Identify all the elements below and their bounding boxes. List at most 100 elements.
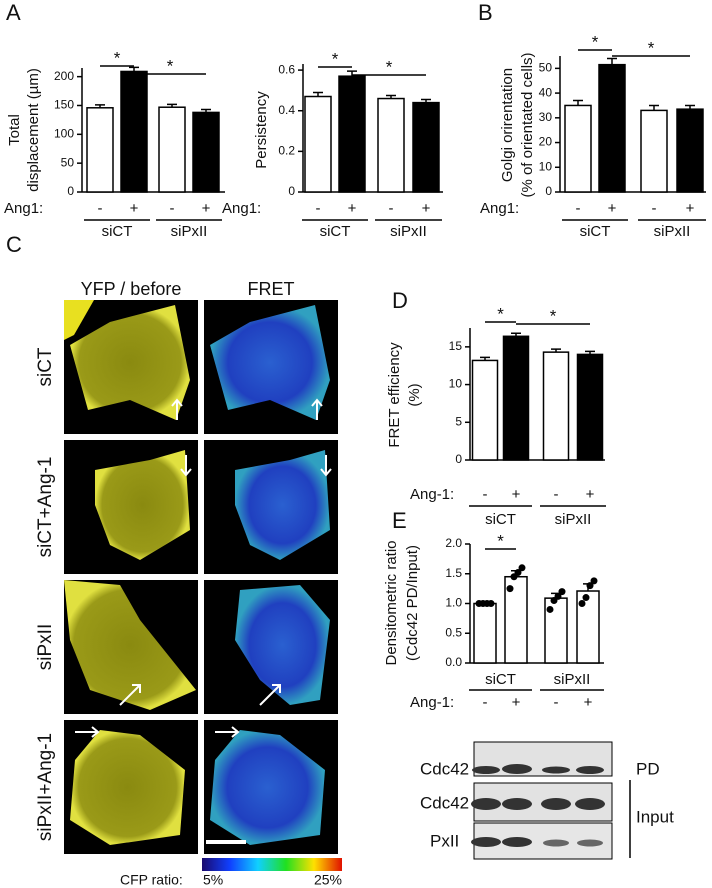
row-label: siCT: [35, 347, 56, 386]
data-point: [554, 592, 562, 600]
data-point: [514, 569, 522, 577]
blot: Cdc42 Cdc42 PxII PD Input: [420, 741, 674, 860]
group-label: siCT: [102, 223, 133, 240]
x-tick-label: +: [686, 200, 695, 217]
y-tick-label: 150: [54, 98, 74, 112]
y-tick-label: 0: [67, 184, 74, 198]
blot-row-label: PxII: [430, 831, 459, 850]
y-tick-label: 100: [54, 126, 74, 140]
image-grid: [64, 300, 338, 854]
significance-label: *: [167, 56, 174, 75]
group-label: siPxII: [654, 223, 691, 240]
blot-row-label: Cdc42: [420, 759, 469, 778]
error-bar: [480, 356, 490, 361]
data-point: [487, 600, 495, 607]
colorbar-min: 5%: [203, 872, 223, 888]
bar: [676, 108, 704, 193]
x-tick-label: +: [202, 200, 211, 217]
panel-label: D: [392, 288, 408, 313]
y-axis-label: (%): [406, 383, 423, 406]
column-header: FRET: [248, 279, 295, 299]
error-bar: [573, 99, 583, 106]
significance-label: *: [550, 306, 557, 325]
bar: [304, 95, 332, 193]
error-bar: [685, 104, 695, 110]
significance-label: *: [497, 531, 504, 550]
group-label: siCT: [485, 671, 516, 688]
bar: [564, 104, 592, 193]
error-bar: [95, 104, 105, 108]
y-tick-label: 0.2: [278, 144, 295, 158]
column-header: YFP / before: [81, 279, 182, 299]
data-point: [558, 588, 566, 596]
data-point: [582, 594, 590, 602]
bar: [576, 353, 604, 461]
error-bar: [607, 57, 617, 65]
bar: [640, 109, 668, 193]
significance-label: *: [114, 48, 121, 67]
bar: [86, 107, 114, 193]
colorbar-label: CFP ratio:: [120, 872, 183, 888]
y-tick-label: 1.0: [445, 596, 462, 610]
x-tick-label: +: [422, 200, 431, 217]
row-label: siCT+Ang-1: [35, 457, 56, 558]
y-tick-label: 1.5: [445, 566, 462, 580]
bar: [192, 111, 220, 193]
x-tick-label: +: [348, 200, 357, 217]
bar: [471, 359, 499, 461]
y-tick-label: 40: [539, 85, 553, 99]
data-point: [518, 564, 526, 572]
y-tick-label: 15: [449, 339, 463, 353]
y-tick-label: 0.4: [278, 103, 295, 117]
error-bar: [421, 98, 431, 103]
x-tick-label: +: [512, 486, 521, 503]
y-tick-label: 10: [449, 377, 463, 391]
y-axis-label: Densitometric ratio: [383, 540, 400, 665]
error-bar: [511, 332, 521, 337]
y-tick-label: 5: [455, 414, 462, 428]
bar: [473, 602, 497, 664]
y-tick-label: 50: [61, 155, 75, 169]
row-label: siPxII+Ang-1: [35, 733, 56, 841]
x-tick-label: -: [98, 200, 103, 217]
colorbar-max: 25%: [314, 872, 342, 888]
significance-label: *: [386, 57, 393, 76]
blot-group-label: Input: [636, 807, 674, 826]
blot-group-label: PD: [636, 759, 660, 778]
panel-label: A: [6, 0, 21, 25]
bar: [338, 75, 366, 193]
bar: [120, 70, 148, 193]
significance-label: *: [497, 304, 504, 323]
x-tick-label: -: [554, 694, 559, 711]
bar: [502, 335, 530, 461]
significance-label: *: [592, 32, 599, 51]
y-tick-label: 0: [455, 452, 462, 466]
significance-label: *: [648, 38, 655, 57]
y-tick-label: 50: [539, 61, 553, 75]
panel-label: C: [6, 232, 22, 257]
colorbar: [202, 858, 342, 871]
condition-label: Ang1:: [480, 200, 519, 217]
panel-label: B: [478, 0, 493, 25]
group-label: siPxII: [555, 511, 592, 528]
group-label: siCT: [580, 223, 611, 240]
data-point: [506, 585, 514, 593]
y-tick-label: 0: [545, 184, 552, 198]
error-bar: [551, 348, 561, 353]
group-label: siCT: [320, 223, 351, 240]
error-bar: [313, 91, 323, 97]
group-label: siPxII: [554, 671, 591, 688]
y-tick-label: 2.0: [445, 536, 462, 550]
y-tick-label: 0.6: [278, 62, 295, 76]
x-tick-label: -: [316, 200, 321, 217]
x-tick-label: -: [170, 200, 175, 217]
y-axis-label: FRET efficiency: [386, 342, 403, 448]
group-label: siPxII: [171, 223, 208, 240]
data-point: [590, 577, 598, 585]
significance-label: *: [332, 49, 339, 68]
x-tick-label: +: [130, 200, 139, 217]
y-tick-label: 200: [54, 69, 74, 83]
panel-label: E: [392, 508, 407, 533]
data-point: [586, 582, 594, 590]
